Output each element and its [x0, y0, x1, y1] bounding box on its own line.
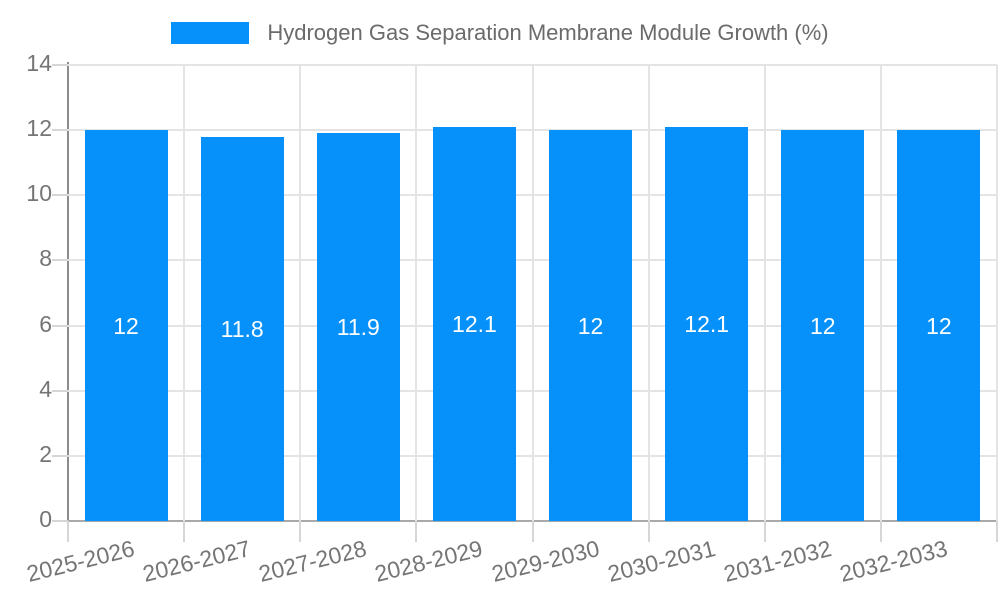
- y-axis-tick: [52, 64, 68, 66]
- v-gridline: [879, 65, 882, 521]
- x-axis-tick: [647, 521, 650, 542]
- plot-area: 12 11.8 11.9 12.1 12 12.1 12 12: [68, 64, 998, 521]
- bar[interactable]: [432, 126, 516, 521]
- bar[interactable]: [84, 130, 168, 521]
- x-axis-tick: [879, 521, 882, 542]
- y-axis-tick-label: 2: [39, 440, 52, 467]
- y-axis-tick: [52, 194, 68, 197]
- x-axis-tick: [996, 521, 998, 542]
- bar-value-label: 12: [577, 312, 604, 339]
- y-axis-tick: [52, 324, 68, 327]
- x-axis-tick: [183, 521, 186, 542]
- legend-label: Hydrogen Gas Separation Membrane Module …: [267, 20, 829, 45]
- v-gridline: [299, 65, 302, 521]
- y-axis-line: [67, 62, 69, 522]
- bar[interactable]: [316, 133, 400, 521]
- x-axis-tick: [415, 521, 418, 542]
- y-axis-tick: [52, 259, 68, 262]
- y-axis-tick-label: 4: [39, 375, 52, 402]
- v-gridline: [183, 65, 186, 521]
- chart-legend[interactable]: Hydrogen Gas Separation Membrane Module …: [0, 18, 1000, 48]
- y-axis-tick: [52, 129, 68, 132]
- v-gridline: [531, 65, 534, 521]
- x-axis-line: [62, 520, 998, 522]
- y-axis-tick-label: 10: [26, 180, 52, 207]
- x-axis-tick-label: 2030-2031: [604, 535, 718, 587]
- bar[interactable]: [200, 136, 284, 521]
- x-axis-tick: [67, 521, 69, 542]
- x-axis-tick-label: 2032-2033: [836, 535, 950, 587]
- x-axis-tick-label: 2029-2030: [488, 535, 602, 587]
- y-axis-tick-label: 14: [26, 50, 52, 76]
- x-axis-tick-label: 2028-2029: [372, 535, 486, 587]
- x-axis-tick-label: 2025-2026: [24, 535, 138, 587]
- x-axis-tick: [299, 521, 302, 542]
- y-axis-tick: [52, 454, 68, 457]
- v-gridline: [415, 65, 418, 521]
- legend-swatch: [171, 22, 250, 44]
- y-axis-tick-label: 8: [39, 245, 52, 272]
- x-axis-tick-label: 2026-2027: [140, 535, 254, 587]
- x-axis-tick: [763, 521, 766, 542]
- bar-value-label: 12: [113, 312, 139, 339]
- y-axis-tick-label: 12: [26, 115, 52, 142]
- y-axis-tick-label: 6: [39, 310, 52, 337]
- bar[interactable]: [549, 130, 633, 521]
- x-axis-tick-label: 2027-2028: [256, 535, 370, 587]
- v-gridline: [996, 65, 998, 521]
- bar-value-label: 12: [926, 312, 952, 339]
- y-axis-tick: [52, 389, 68, 392]
- bar[interactable]: [665, 126, 749, 521]
- bar-value-label: 12.1: [452, 310, 497, 337]
- bar[interactable]: [897, 130, 981, 521]
- y-axis-tick: [52, 520, 68, 522]
- bar-value-label: 12: [810, 312, 836, 339]
- y-axis-tick-label: 0: [39, 506, 52, 532]
- v-gridline: [647, 65, 650, 521]
- x-axis-tick: [531, 521, 534, 542]
- bar[interactable]: [781, 130, 865, 521]
- bar-value-label: 12.1: [684, 310, 730, 337]
- x-axis-tick-label: 2031-2032: [720, 535, 834, 587]
- bar-value-label: 11.8: [220, 315, 264, 342]
- bar-value-label: 11.9: [336, 314, 380, 341]
- v-gridline: [763, 65, 766, 521]
